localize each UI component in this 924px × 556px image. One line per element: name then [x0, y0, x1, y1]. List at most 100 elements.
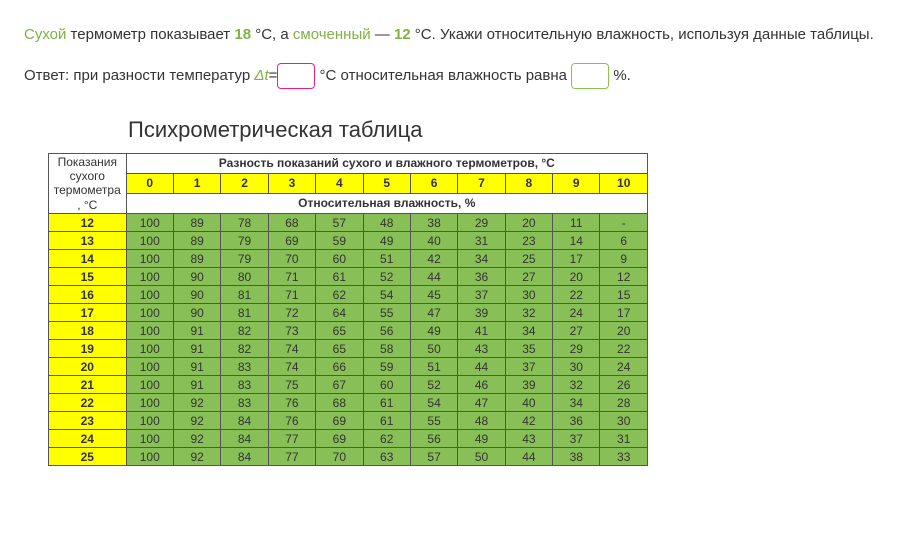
cell: 79 [221, 250, 268, 268]
table-row: 1510090807161524436272012 [49, 268, 648, 286]
cell: 11 [553, 214, 600, 232]
cell: 38 [553, 448, 600, 466]
cell: 100 [126, 250, 173, 268]
cell: 20 [553, 268, 600, 286]
cell: 92 [173, 394, 220, 412]
cell: 58 [363, 340, 410, 358]
cell: 68 [268, 214, 315, 232]
cell: 39 [505, 376, 552, 394]
cell: 24 [553, 304, 600, 322]
row-header-15: 15 [49, 268, 127, 286]
cell: 100 [126, 340, 173, 358]
cell: 90 [173, 304, 220, 322]
cell: 30 [505, 286, 552, 304]
cell: 24 [600, 358, 648, 376]
cell: 30 [600, 412, 648, 430]
cell: 91 [173, 358, 220, 376]
cell: 65 [316, 340, 363, 358]
cell: 48 [458, 412, 505, 430]
cell: 61 [363, 394, 410, 412]
cell: 17 [600, 304, 648, 322]
cell: 77 [268, 448, 315, 466]
cell: 15 [600, 286, 648, 304]
col-header-2: 2 [221, 173, 268, 193]
cell: 34 [553, 394, 600, 412]
cell: 60 [316, 250, 363, 268]
table-row: 2510092847770635750443833 [49, 448, 648, 466]
cell: 100 [126, 412, 173, 430]
unit-1: °C, а [251, 26, 293, 43]
cell: 69 [316, 430, 363, 448]
cell: 35 [505, 340, 552, 358]
cell: 100 [126, 322, 173, 340]
cell: 89 [173, 214, 220, 232]
cell: 67 [316, 376, 363, 394]
cell: 90 [173, 286, 220, 304]
cell: 70 [268, 250, 315, 268]
cell: 91 [173, 340, 220, 358]
cell: 55 [410, 412, 457, 430]
table-row: 1810091827365564941342720 [49, 322, 648, 340]
cell: 46 [458, 376, 505, 394]
cell: 27 [505, 268, 552, 286]
cell: 22 [553, 286, 600, 304]
row-header-25: 25 [49, 448, 127, 466]
cell: 54 [363, 286, 410, 304]
cell: 20 [505, 214, 552, 232]
cell: 31 [600, 430, 648, 448]
top-header: Разность показаний сухого и влажного тер… [126, 153, 647, 173]
dash: — [371, 26, 394, 43]
col-header-8: 8 [505, 173, 552, 193]
cell: 55 [363, 304, 410, 322]
cell: 84 [221, 412, 268, 430]
cell: 57 [316, 214, 363, 232]
answer-suffix: %. [609, 66, 631, 83]
cell: 81 [221, 286, 268, 304]
rel-header: Относительная влажность, % [126, 193, 647, 213]
cell: 62 [363, 430, 410, 448]
equals: = [269, 66, 278, 83]
row-header-22: 22 [49, 394, 127, 412]
humidity-input[interactable] [571, 63, 609, 89]
cell: 71 [268, 268, 315, 286]
word-dry: Сухой [24, 26, 66, 43]
word-wet: смоченный [293, 26, 371, 43]
cell: 62 [316, 286, 363, 304]
cell: 64 [316, 304, 363, 322]
cell: 48 [363, 214, 410, 232]
row-header-20: 20 [49, 358, 127, 376]
cell: 50 [410, 340, 457, 358]
cell: 37 [553, 430, 600, 448]
cell: 30 [553, 358, 600, 376]
col-header-0: 0 [126, 173, 173, 193]
cell: 61 [363, 412, 410, 430]
cell: 89 [173, 232, 220, 250]
cell: 43 [458, 340, 505, 358]
cell: 51 [410, 358, 457, 376]
cell: 42 [410, 250, 457, 268]
cell: 40 [505, 394, 552, 412]
cell: 100 [126, 430, 173, 448]
cell: 28 [600, 394, 648, 412]
col-header-4: 4 [316, 173, 363, 193]
table-container: Психрометрическая таблица Показания сухо… [48, 117, 648, 467]
cell: 60 [363, 376, 410, 394]
table-title: Психрометрическая таблица [128, 117, 648, 143]
delta-input[interactable] [277, 63, 315, 89]
cell: 63 [363, 448, 410, 466]
cell: 36 [458, 268, 505, 286]
cell: 75 [268, 376, 315, 394]
cell: 47 [458, 394, 505, 412]
cell: 38 [410, 214, 457, 232]
cell: 20 [600, 322, 648, 340]
cell: 84 [221, 430, 268, 448]
cell: 26 [600, 376, 648, 394]
cell: 100 [126, 376, 173, 394]
cell: 32 [553, 376, 600, 394]
cell: 45 [410, 286, 457, 304]
cell: 37 [458, 286, 505, 304]
cell: 83 [221, 358, 268, 376]
cell: 61 [316, 268, 363, 286]
cell: 44 [458, 358, 505, 376]
table-row: 1610090817162544537302215 [49, 286, 648, 304]
